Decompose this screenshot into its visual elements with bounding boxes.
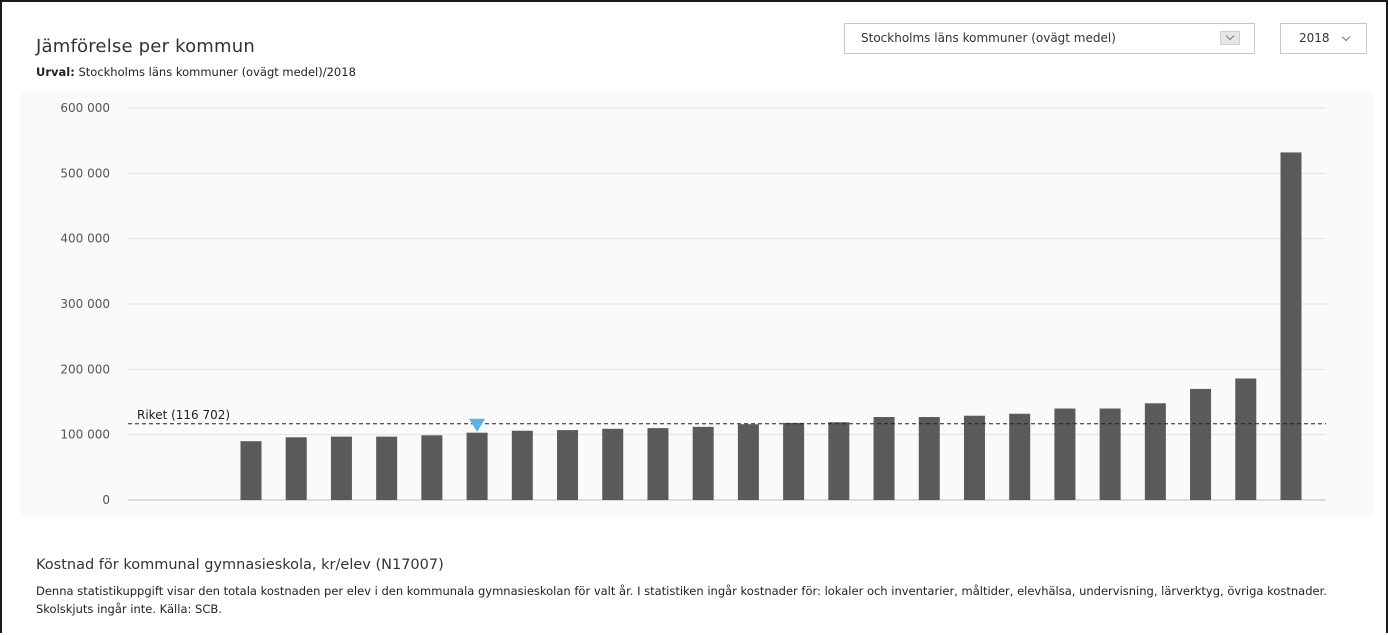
bar bbox=[1235, 378, 1257, 500]
bar bbox=[918, 417, 940, 500]
bar bbox=[240, 441, 262, 500]
bar bbox=[285, 437, 307, 500]
y-tick-label: 500 000 bbox=[60, 166, 110, 180]
year-select[interactable]: 2018 bbox=[1280, 23, 1367, 54]
bar bbox=[647, 428, 669, 500]
selection-summary: Urval: Stockholms läns kommuner (ovägt m… bbox=[36, 65, 356, 79]
year-select-value: 2018 bbox=[1299, 31, 1330, 45]
bar bbox=[1190, 388, 1212, 500]
y-tick-label: 0 bbox=[102, 493, 110, 507]
reference-line-label: Riket (116 702) bbox=[137, 408, 230, 422]
selection-label: Urval: bbox=[36, 65, 75, 79]
bar bbox=[602, 428, 624, 500]
bar bbox=[1280, 152, 1302, 500]
selection-value: Stockholms läns kommuner (ovägt medel)/2… bbox=[78, 65, 356, 79]
chevron-down-icon bbox=[1341, 32, 1351, 42]
bar bbox=[466, 432, 488, 500]
bar bbox=[421, 435, 443, 500]
bar-chart: 0 100 000 200 000 300 000 400 000 500 000 600 … bbox=[60, 101, 1326, 507]
measure-description: Denna statistikuppgift visar den totala … bbox=[36, 584, 1327, 616]
y-tick-label: 100 000 bbox=[60, 428, 110, 442]
bar bbox=[1009, 413, 1031, 500]
y-tick-label: 300 000 bbox=[60, 297, 110, 311]
bar bbox=[1099, 408, 1121, 500]
region-select-value: Stockholms läns kommuner (ovägt medel) bbox=[861, 31, 1116, 45]
bar bbox=[376, 436, 398, 500]
bar bbox=[557, 430, 579, 500]
y-tick-label: 600 000 bbox=[60, 101, 110, 115]
chevron-down-icon bbox=[1225, 31, 1235, 41]
bar bbox=[330, 436, 352, 500]
bar bbox=[963, 415, 985, 500]
selected-municipality-marker bbox=[469, 418, 486, 432]
bar bbox=[1144, 403, 1166, 500]
bar bbox=[1054, 408, 1076, 500]
bar bbox=[511, 430, 533, 500]
page-title: Jämförelse per kommun bbox=[36, 36, 255, 57]
bar bbox=[828, 422, 850, 500]
measure-title: Kostnad för kommunal gymnasieskola, kr/e… bbox=[36, 557, 444, 573]
bar bbox=[783, 422, 805, 500]
bar bbox=[873, 417, 895, 500]
region-select[interactable]: Stockholms läns kommuner (ovägt medel) bbox=[844, 23, 1255, 54]
y-tick-label: 400 000 bbox=[60, 232, 110, 246]
y-tick-label: 200 000 bbox=[60, 362, 110, 376]
bar bbox=[737, 424, 759, 500]
region-select-toggle[interactable] bbox=[1220, 31, 1240, 45]
bar bbox=[692, 426, 714, 500]
